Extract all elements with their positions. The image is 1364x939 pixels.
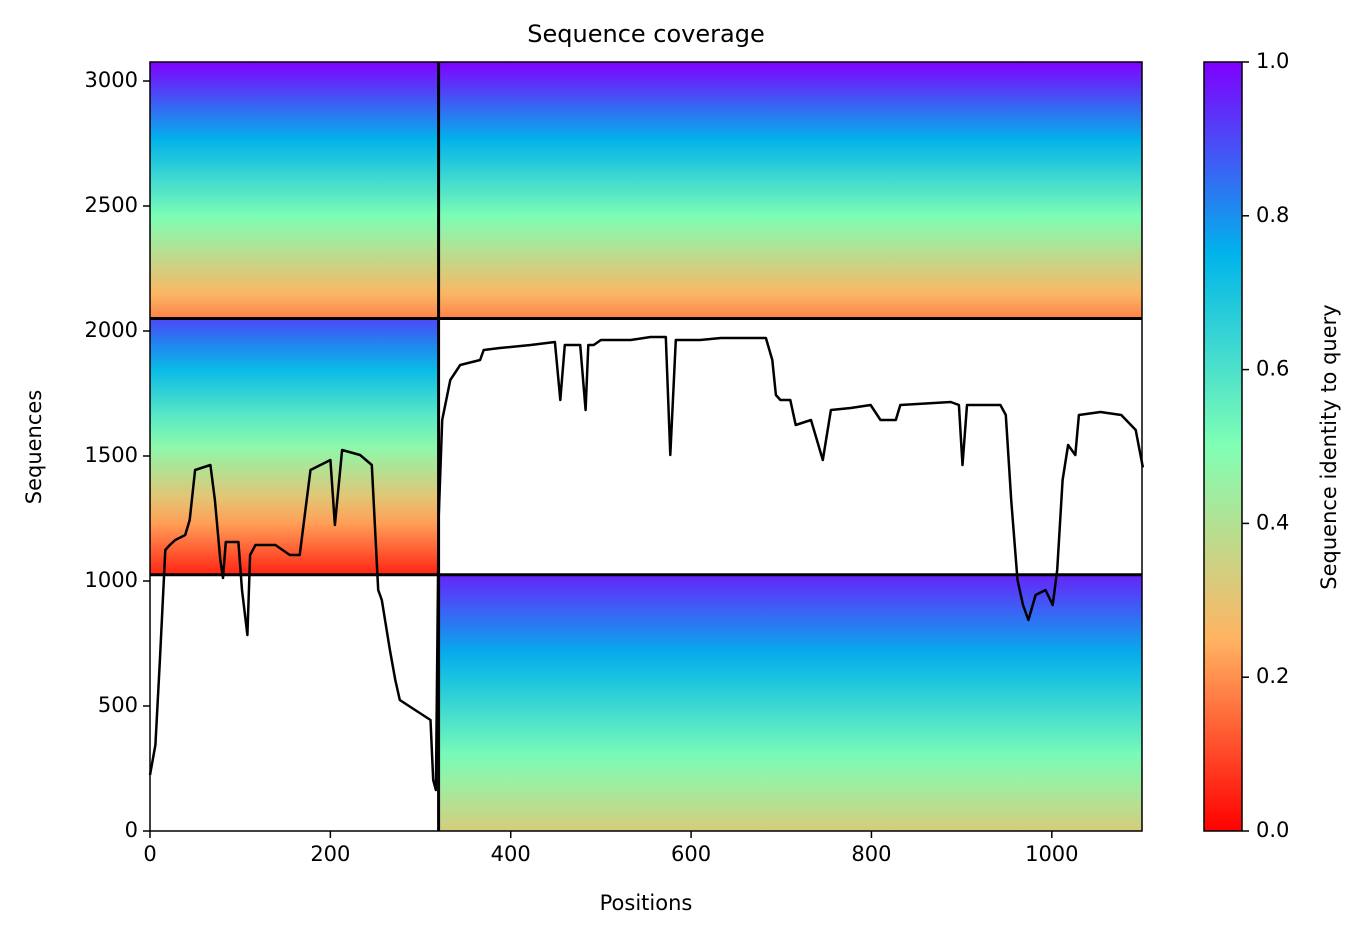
colorbar-label: Sequence identity to query xyxy=(1317,304,1341,589)
y-tick-label: 1000 xyxy=(85,568,138,592)
x-axis-label: Positions xyxy=(600,891,693,915)
msa-block xyxy=(150,318,439,575)
colorbar-tick-label: 0.0 xyxy=(1256,818,1289,842)
colorbar-tick-label: 1.0 xyxy=(1256,49,1289,73)
y-tick-label: 0 xyxy=(125,818,138,842)
y-tick-label: 3000 xyxy=(85,68,138,92)
x-tick-label: 400 xyxy=(491,842,531,866)
y-tick-label: 2500 xyxy=(85,193,138,217)
x-tick-label: 1000 xyxy=(1025,842,1078,866)
y-tick-label: 1500 xyxy=(85,443,138,467)
x-tick-label: 200 xyxy=(310,842,350,866)
colorbar-tick-label: 0.6 xyxy=(1256,357,1289,381)
x-tick-label: 0 xyxy=(143,842,156,866)
y-axis-label: Sequences xyxy=(22,390,46,505)
plot-frame xyxy=(149,61,1143,832)
colorbar xyxy=(1203,61,1243,832)
y-tick-label: 2000 xyxy=(85,318,138,342)
msa-block xyxy=(150,62,1142,319)
msa-block xyxy=(438,574,1143,831)
x-tick-label: 600 xyxy=(671,842,711,866)
colorbar-tick-label: 0.4 xyxy=(1256,510,1289,534)
x-tick-label: 800 xyxy=(851,842,891,866)
chart-title: Sequence coverage xyxy=(527,20,764,48)
colorbar-tick-label: 0.2 xyxy=(1256,664,1289,688)
colorbar-tick-label: 0.8 xyxy=(1256,203,1289,227)
y-tick-label: 500 xyxy=(98,693,138,717)
coverage-line xyxy=(148,335,1145,792)
